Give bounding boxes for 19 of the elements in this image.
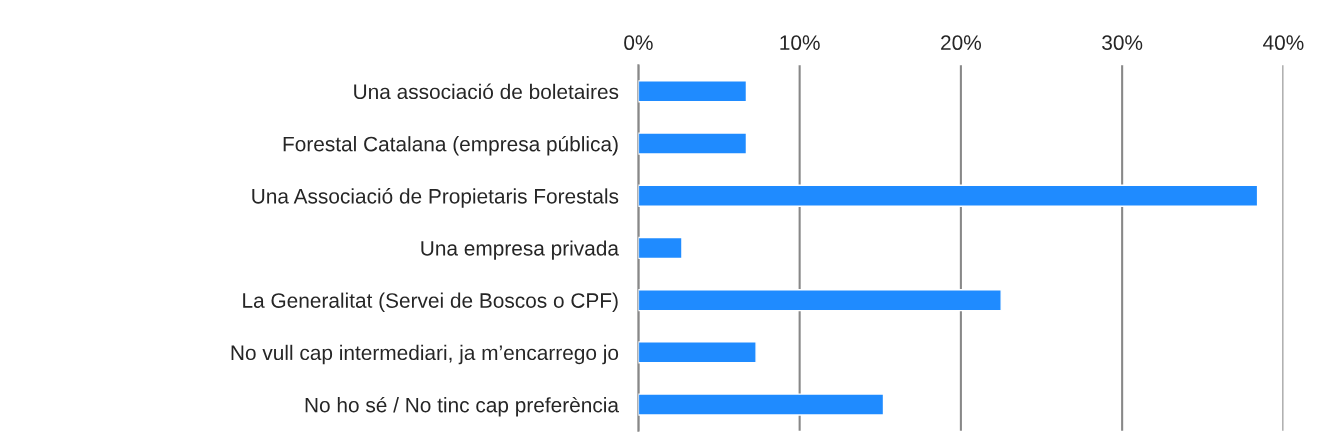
bar	[638, 289, 1002, 312]
y-tick-label: Una empresa privada	[421, 240, 619, 260]
x-tick-label: 10%	[780, 35, 820, 51]
bar	[638, 132, 748, 155]
bar	[638, 341, 757, 364]
x-tick-label: 20%	[941, 35, 981, 51]
y-tick-label: No vull cap intermediari, ja m’encarrego jo	[231, 344, 619, 365]
x-tick-label: 30%	[1102, 35, 1143, 51]
y-tick-label: Una Associació de Propietaris Forestals	[252, 188, 619, 208]
bar	[638, 236, 683, 260]
x-tick-label: 0%	[624, 35, 653, 51]
bar	[638, 184, 1259, 207]
y-tick-label: La Generalitat (Servei de Boscos o CPF)	[243, 292, 618, 313]
bar	[638, 393, 885, 416]
y-tick-label: Forestal Catalana (empresa pública)	[283, 135, 618, 156]
y-tick-label: Una associació de boletaires	[354, 83, 619, 100]
y-tick-label: No ho sé / No tinc cap preferència	[305, 396, 619, 417]
bar	[638, 80, 748, 103]
x-tick-label: 40%	[1263, 35, 1304, 51]
